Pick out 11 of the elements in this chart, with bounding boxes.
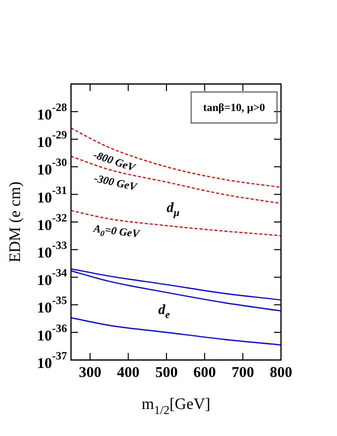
- text: -300 GeV: [92, 172, 140, 194]
- x-tick-label: 800: [270, 364, 292, 381]
- x-tick-label: 600: [193, 364, 216, 381]
- x-tick-label: 700: [232, 364, 254, 381]
- y-axis-title: EDM (e cm): [7, 182, 24, 262]
- x-tick-label: 500: [155, 364, 178, 381]
- x-tick-label: 400: [117, 364, 140, 381]
- annotation: tanβ=10, μ>0: [203, 102, 266, 114]
- x-tick-label: 300: [78, 364, 102, 381]
- text: -800 GeV: [92, 149, 138, 175]
- text: A0=0 GeV: [92, 222, 142, 240]
